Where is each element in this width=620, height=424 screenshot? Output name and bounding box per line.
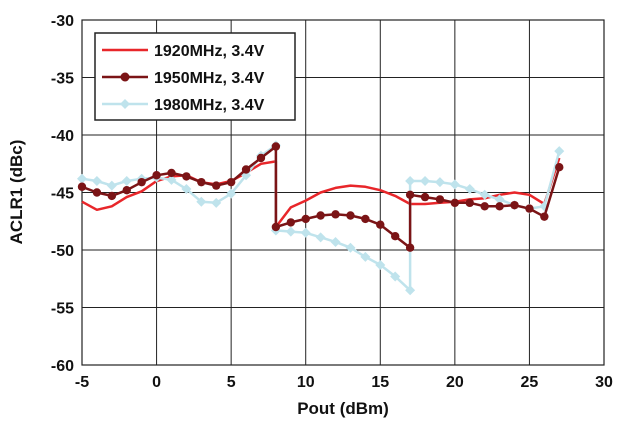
data-point bbox=[315, 232, 326, 243]
series-layer bbox=[77, 140, 565, 296]
data-point bbox=[226, 188, 237, 199]
data-point bbox=[271, 222, 281, 232]
legend-label-1920: 1920MHz, 3.4V bbox=[154, 43, 265, 60]
data-point bbox=[330, 236, 341, 247]
x-tick-label: 25 bbox=[521, 374, 539, 391]
data-point bbox=[510, 200, 519, 210]
data-point bbox=[495, 202, 504, 211]
data-point bbox=[77, 173, 87, 184]
data-point bbox=[361, 214, 370, 224]
data-point bbox=[420, 176, 431, 186]
data-point bbox=[137, 177, 146, 187]
data-point bbox=[435, 195, 445, 204]
data-point bbox=[106, 180, 117, 191]
x-tick-label: 20 bbox=[446, 374, 464, 391]
data-point bbox=[300, 227, 311, 238]
data-point bbox=[286, 218, 295, 227]
y-tick-label: -50 bbox=[51, 243, 74, 260]
legend-marker-1980 bbox=[120, 99, 130, 109]
data-point bbox=[167, 168, 176, 178]
data-point bbox=[479, 189, 490, 200]
y-tick-label: -45 bbox=[51, 186, 74, 203]
data-point bbox=[107, 191, 117, 201]
data-point bbox=[540, 212, 549, 221]
data-point bbox=[166, 174, 177, 185]
data-point bbox=[152, 171, 161, 180]
data-point bbox=[525, 204, 534, 213]
data-point bbox=[405, 285, 416, 296]
y-tick-label: -40 bbox=[51, 128, 74, 145]
y-tick-label: -35 bbox=[51, 71, 74, 88]
data-point bbox=[405, 243, 415, 252]
data-point bbox=[197, 177, 206, 187]
legend-label-1980: 1980MHz, 3.4V bbox=[154, 97, 265, 114]
x-tick-label: 10 bbox=[297, 374, 315, 391]
data-point bbox=[420, 192, 430, 202]
data-point bbox=[449, 179, 460, 190]
data-point bbox=[77, 182, 87, 191]
data-point bbox=[181, 184, 192, 195]
data-point bbox=[405, 190, 415, 199]
data-point bbox=[391, 232, 400, 241]
data-point bbox=[494, 194, 505, 205]
data-point bbox=[450, 198, 460, 208]
data-point bbox=[480, 202, 489, 211]
legend: 1920MHz, 3.4V 1950MHz, 3.4V 1980MHz, 3.4… bbox=[94, 32, 296, 121]
series-1 bbox=[77, 142, 564, 252]
data-point bbox=[405, 176, 416, 186]
data-point bbox=[465, 198, 474, 208]
data-point bbox=[555, 163, 564, 172]
data-point bbox=[92, 188, 102, 197]
data-point bbox=[360, 251, 371, 262]
data-point bbox=[256, 153, 266, 163]
y-tick-label: -60 bbox=[51, 358, 74, 375]
legend-label-1950: 1950MHz, 3.4V bbox=[154, 70, 265, 87]
x-tick-label: 15 bbox=[371, 374, 389, 391]
x-tick-label: -5 bbox=[75, 374, 89, 391]
y-tick-label: -55 bbox=[51, 301, 74, 318]
data-point bbox=[316, 211, 325, 220]
data-point bbox=[331, 210, 340, 219]
data-point bbox=[182, 172, 191, 181]
data-point bbox=[212, 181, 221, 190]
data-point bbox=[434, 177, 445, 188]
data-point bbox=[211, 197, 222, 208]
x-tick-label: 30 bbox=[595, 374, 613, 391]
data-point bbox=[376, 220, 385, 229]
data-point bbox=[226, 177, 236, 187]
y-tick-label: -30 bbox=[51, 13, 74, 30]
data-point bbox=[390, 271, 401, 282]
data-point bbox=[346, 211, 355, 220]
legend-marker-1950 bbox=[120, 72, 130, 82]
data-point bbox=[122, 186, 131, 195]
data-point bbox=[91, 176, 102, 186]
y-axis-title: ACLR1 (dBc) bbox=[7, 140, 26, 245]
data-point bbox=[271, 142, 281, 151]
x-axis-title: Pout (dBm) bbox=[297, 399, 389, 418]
x-tick-label: 5 bbox=[227, 374, 236, 391]
data-point bbox=[464, 184, 475, 195]
data-point bbox=[285, 226, 296, 237]
tick-labels: -5 0 5 10 15 20 25 30-30-35-40-45-50-55-60 bbox=[51, 13, 613, 391]
data-point bbox=[375, 259, 386, 270]
data-point bbox=[345, 242, 356, 253]
data-point bbox=[121, 176, 132, 186]
data-point bbox=[196, 196, 207, 207]
data-point bbox=[554, 146, 565, 157]
data-point bbox=[301, 214, 310, 224]
data-point bbox=[241, 165, 251, 174]
x-tick-label: 0 bbox=[152, 374, 161, 391]
